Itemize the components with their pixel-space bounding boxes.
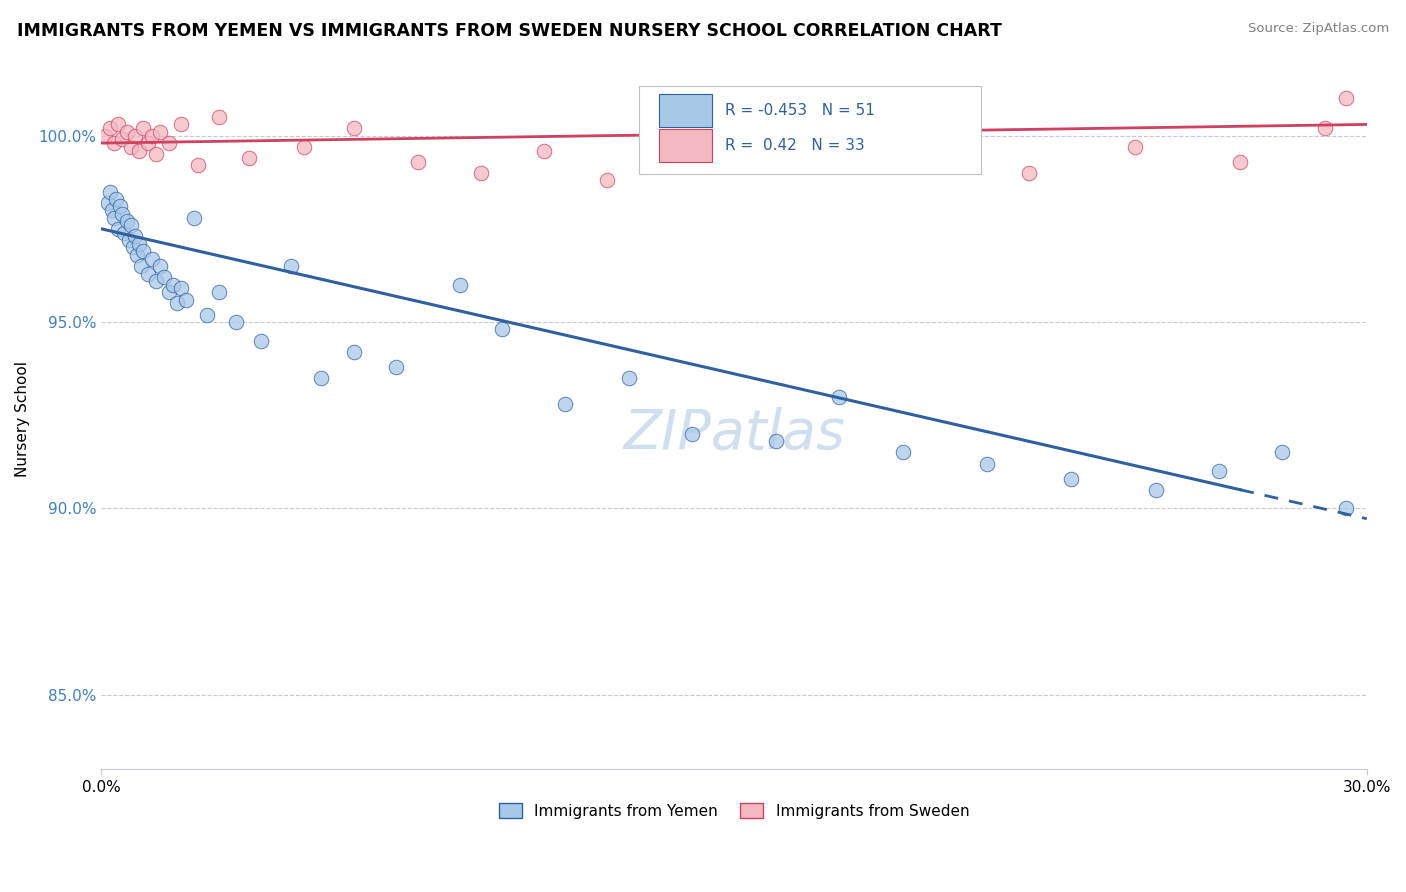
Point xyxy=(117,233,139,247)
Point xyxy=(132,244,155,259)
Point xyxy=(309,371,332,385)
Point xyxy=(491,322,513,336)
Point xyxy=(343,121,366,136)
Point xyxy=(195,308,218,322)
Point xyxy=(153,270,176,285)
Point xyxy=(149,125,172,139)
Point xyxy=(136,136,159,150)
Point xyxy=(128,144,150,158)
Point xyxy=(121,240,143,254)
Point xyxy=(157,285,180,300)
Point xyxy=(208,110,231,124)
Point xyxy=(104,192,127,206)
Point xyxy=(100,203,122,218)
Point xyxy=(702,147,724,161)
Point xyxy=(1229,154,1251,169)
Point xyxy=(128,236,150,251)
Point xyxy=(385,359,408,374)
Point xyxy=(596,173,619,187)
Point xyxy=(449,277,471,292)
Point xyxy=(94,128,117,143)
Point xyxy=(280,259,302,273)
Y-axis label: Nursery School: Nursery School xyxy=(15,361,30,477)
Point xyxy=(1334,501,1357,516)
Point xyxy=(149,259,172,273)
Point xyxy=(292,140,315,154)
Point xyxy=(891,445,914,459)
Point xyxy=(162,277,184,292)
Point xyxy=(533,144,555,158)
Point xyxy=(406,154,429,169)
Point xyxy=(166,296,188,310)
Point xyxy=(120,218,142,232)
Point xyxy=(145,274,167,288)
Point xyxy=(343,344,366,359)
Point xyxy=(554,397,576,411)
Legend: Immigrants from Yemen, Immigrants from Sweden: Immigrants from Yemen, Immigrants from S… xyxy=(492,797,976,825)
Point xyxy=(170,117,193,131)
FancyBboxPatch shape xyxy=(659,95,713,127)
Point xyxy=(124,128,146,143)
Point xyxy=(976,457,998,471)
Point xyxy=(141,252,163,266)
Text: Source: ZipAtlas.com: Source: ZipAtlas.com xyxy=(1249,22,1389,36)
Point xyxy=(96,195,118,210)
Point xyxy=(111,207,134,221)
Point xyxy=(681,426,703,441)
Point xyxy=(98,121,121,136)
Point xyxy=(912,136,935,150)
Point xyxy=(132,121,155,136)
Point xyxy=(107,222,129,236)
Point xyxy=(208,285,231,300)
Point xyxy=(225,315,247,329)
Point xyxy=(115,214,138,228)
Point xyxy=(145,147,167,161)
Point xyxy=(807,158,830,172)
Point xyxy=(470,166,492,180)
Text: ZIPatlas: ZIPatlas xyxy=(623,407,845,459)
Point xyxy=(828,390,851,404)
Text: R =  0.42   N = 33: R = 0.42 N = 33 xyxy=(725,138,865,153)
Point xyxy=(112,226,135,240)
Point xyxy=(617,371,640,385)
Point xyxy=(170,281,193,295)
Point xyxy=(187,158,209,172)
Text: IMMIGRANTS FROM YEMEN VS IMMIGRANTS FROM SWEDEN NURSERY SCHOOL CORRELATION CHART: IMMIGRANTS FROM YEMEN VS IMMIGRANTS FROM… xyxy=(17,22,1001,40)
Point xyxy=(107,117,129,131)
Point xyxy=(136,267,159,281)
Point xyxy=(115,125,138,139)
Point xyxy=(98,185,121,199)
Point xyxy=(183,211,205,225)
Point xyxy=(1208,464,1230,478)
Point xyxy=(108,199,131,213)
Text: R = -0.453   N = 51: R = -0.453 N = 51 xyxy=(725,103,875,118)
Point xyxy=(120,140,142,154)
Point xyxy=(157,136,180,150)
Point xyxy=(1060,471,1083,485)
FancyBboxPatch shape xyxy=(659,129,713,161)
Point xyxy=(250,334,273,348)
Point xyxy=(103,211,125,225)
Point xyxy=(103,136,125,150)
FancyBboxPatch shape xyxy=(640,86,981,174)
Point xyxy=(765,434,787,449)
Point xyxy=(129,259,152,273)
Point xyxy=(125,248,148,262)
Point xyxy=(1144,483,1167,497)
Point xyxy=(1271,445,1294,459)
Point xyxy=(174,293,197,307)
Point xyxy=(1018,166,1040,180)
Point xyxy=(238,151,260,165)
Point xyxy=(1313,121,1336,136)
Point xyxy=(111,132,134,146)
Point xyxy=(1123,140,1146,154)
Point xyxy=(1334,91,1357,105)
Point xyxy=(124,229,146,244)
Point xyxy=(141,128,163,143)
